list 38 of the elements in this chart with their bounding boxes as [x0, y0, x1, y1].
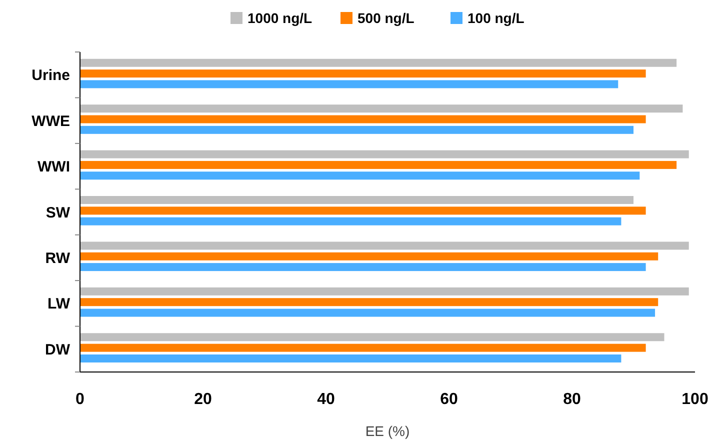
bar — [80, 333, 664, 342]
bar — [80, 308, 656, 317]
bar — [80, 354, 622, 362]
bar — [80, 242, 689, 250]
legend-label: 100 ng/L — [468, 10, 525, 26]
y-tick-label: SW — [46, 204, 71, 222]
bar — [80, 287, 689, 296]
bar — [80, 196, 634, 204]
y-tick-label: WWI — [38, 158, 70, 176]
y-tick-label: WWE — [32, 112, 70, 130]
bar — [80, 126, 634, 134]
bar — [80, 252, 658, 260]
bar — [80, 115, 646, 124]
bar — [80, 263, 646, 272]
x-tick-label: 100 — [682, 391, 708, 408]
bar — [80, 298, 658, 306]
bar — [80, 150, 689, 158]
y-tick-label: Urine — [32, 67, 70, 84]
x-tick-label: 20 — [194, 391, 212, 408]
y-tick-label: RW — [45, 250, 71, 267]
bar — [80, 80, 618, 88]
bar — [80, 70, 646, 78]
x-tick-label: 0 — [76, 391, 85, 408]
legend-label: 500 ng/L — [358, 10, 415, 26]
bar — [80, 217, 622, 226]
x-tick-label: 40 — [317, 391, 335, 408]
legend-label: 1000 ng/L — [248, 10, 313, 26]
bar — [80, 58, 677, 67]
bar — [80, 172, 640, 180]
bar — [80, 206, 646, 215]
bar — [80, 160, 677, 169]
y-tick-label: DW — [45, 341, 71, 358]
y-tick-label: LW — [48, 296, 71, 313]
x-tick-label: 80 — [563, 391, 581, 408]
bar — [80, 344, 646, 352]
x-axis-title: EE (%) — [365, 423, 410, 439]
bar — [80, 104, 683, 113]
x-tick-label: 60 — [440, 391, 458, 408]
